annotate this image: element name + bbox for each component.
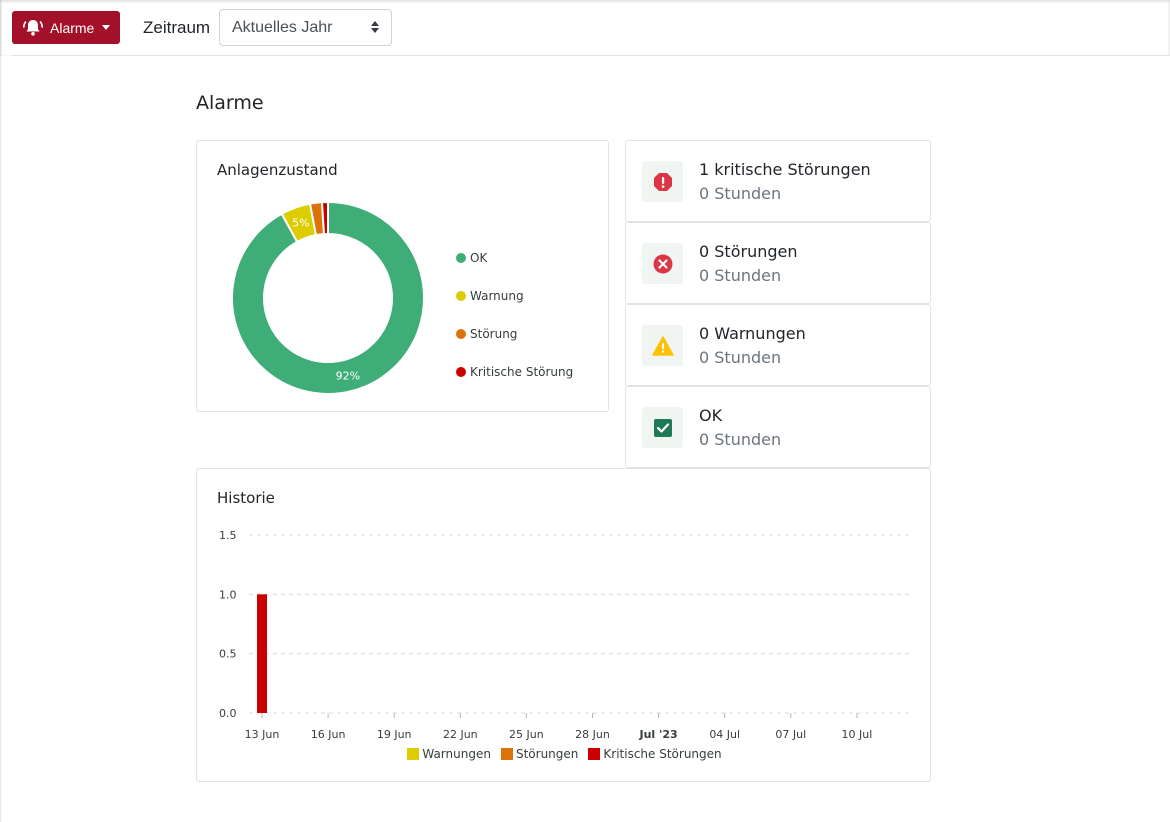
x-tick-label: 25 Jun [509, 728, 544, 741]
stat-title: 1 kritische Störungen [699, 160, 871, 179]
history-card: Historie 0.0 0.5 1.0 1.5 13 Jun 16 Jun 19 Jun 2… [196, 468, 931, 782]
x-tick-label: 04 Jul [709, 728, 740, 741]
stat-card-stoerungen[interactable]: 0 Störungen 0 Stunden [625, 222, 931, 304]
legend-marker [500, 748, 513, 760]
state-card: Anlagenzustand 92% 5% OK Warnung Störung … [196, 140, 609, 412]
stat-card-ok[interactable]: OK 0 Stunden [625, 386, 931, 468]
state-donut-chart: 92% 5% [232, 202, 424, 394]
stat-subtitle: 0 Stunden [699, 266, 782, 285]
donut-slice-3[interactable] [320, 202, 329, 236]
legend-label: Störungen [515, 747, 579, 761]
legend-item-ok[interactable]: OK [456, 239, 573, 277]
history-bar[interactable] [257, 594, 267, 713]
x-tick-label: 19 Jun [377, 728, 412, 741]
legend-marker [456, 367, 466, 377]
legend-marker [407, 748, 420, 760]
state-card-title: Anlagenzustand [217, 161, 338, 179]
history-card-title: Historie [217, 489, 275, 507]
stat-icon-box [642, 161, 683, 202]
stat-icon-box [642, 407, 683, 448]
donut-slice-0[interactable] [232, 202, 424, 394]
warning-triangle-icon [651, 335, 674, 356]
legend-label: Kritische Störungen [603, 747, 722, 761]
exclamation-circle-icon [653, 172, 672, 191]
x-tick-label: 16 Jun [311, 728, 346, 741]
page-edge [0, 0, 2, 822]
x-tick-label: 07 Jul [775, 728, 806, 741]
page-title: Alarme [196, 92, 264, 114]
legend-marker [456, 291, 466, 301]
y-tick-label: 1.0 [219, 588, 237, 601]
stat-subtitle: 0 Stunden [699, 430, 782, 449]
stat-card-warnungen[interactable]: 0 Warnungen 0 Stunden [625, 304, 931, 386]
legend-label: OK [470, 251, 488, 265]
zeitraum-selected-value: Aktuelles Jahr [232, 18, 333, 36]
check-square-icon [653, 418, 672, 437]
legend-marker [456, 253, 466, 263]
x-tick-label: 10 Jul [842, 728, 873, 741]
alarm-dropdown-button[interactable]: Alarme [12, 11, 120, 44]
alarm-button-label: Alarme [50, 19, 95, 36]
y-tick-label: 0.5 [219, 648, 237, 661]
legend-item-stoerung[interactable]: Störung [456, 315, 573, 353]
stat-subtitle: 0 Stunden [699, 348, 782, 367]
legend-item-warnungen[interactable]: Warnungen [407, 747, 491, 761]
legend-label: Kritische Störung [470, 365, 574, 379]
legend-item-kritisch[interactable]: Kritische Störung [456, 353, 573, 391]
stat-icon-box [642, 325, 683, 366]
state-legend: OK Warnung Störung Kritische Störung [456, 239, 573, 391]
times-circle-icon [653, 254, 672, 273]
history-bar-chart: 0.0 0.5 1.0 1.5 13 Jun 16 Jun 19 Jun 22 Jun 25 J… [219, 529, 910, 741]
stat-icon-box [642, 243, 683, 284]
toolbar-divider [12, 55, 1170, 56]
legend-label: Warnungen [422, 747, 491, 761]
legend-item-stoerungen[interactable]: Störungen [500, 747, 579, 761]
donut-data-label: 92% [336, 369, 360, 382]
caret-down-icon [102, 25, 111, 30]
x-tick-label: 28 Jun [575, 728, 610, 741]
stat-card-kritisch[interactable]: 1 kritische Störungen 0 Stunden [625, 140, 931, 222]
bell-ringing-icon [23, 19, 43, 36]
x-tick-label: 22 Jun [443, 728, 478, 741]
x-tick-label: Jul '23 [638, 728, 677, 741]
legend-item-warnung[interactable]: Warnung [456, 277, 573, 315]
history-legend: Warnungen Störungen Kritische Störungen [197, 747, 932, 761]
zeitraum-select[interactable]: Aktuelles Jahr [219, 9, 392, 46]
donut-data-label: 5% [292, 217, 309, 230]
select-arrows-icon [371, 21, 379, 33]
legend-marker [456, 329, 466, 339]
legend-label: Störung [470, 327, 518, 341]
legend-label: Warnung [470, 289, 524, 303]
legend-marker [588, 748, 601, 760]
stat-title: OK [699, 406, 723, 425]
x-tick-label: 13 Jun [245, 728, 280, 741]
zeitraum-label: Zeitraum [143, 18, 211, 37]
y-tick-label: 1.5 [219, 529, 237, 542]
stat-title: 0 Störungen [699, 242, 798, 261]
y-tick-label: 0.0 [219, 707, 237, 720]
stat-title: 0 Warnungen [699, 324, 806, 343]
stat-subtitle: 0 Stunden [699, 184, 782, 203]
legend-item-kritische-stoerungen[interactable]: Kritische Störungen [588, 747, 722, 761]
